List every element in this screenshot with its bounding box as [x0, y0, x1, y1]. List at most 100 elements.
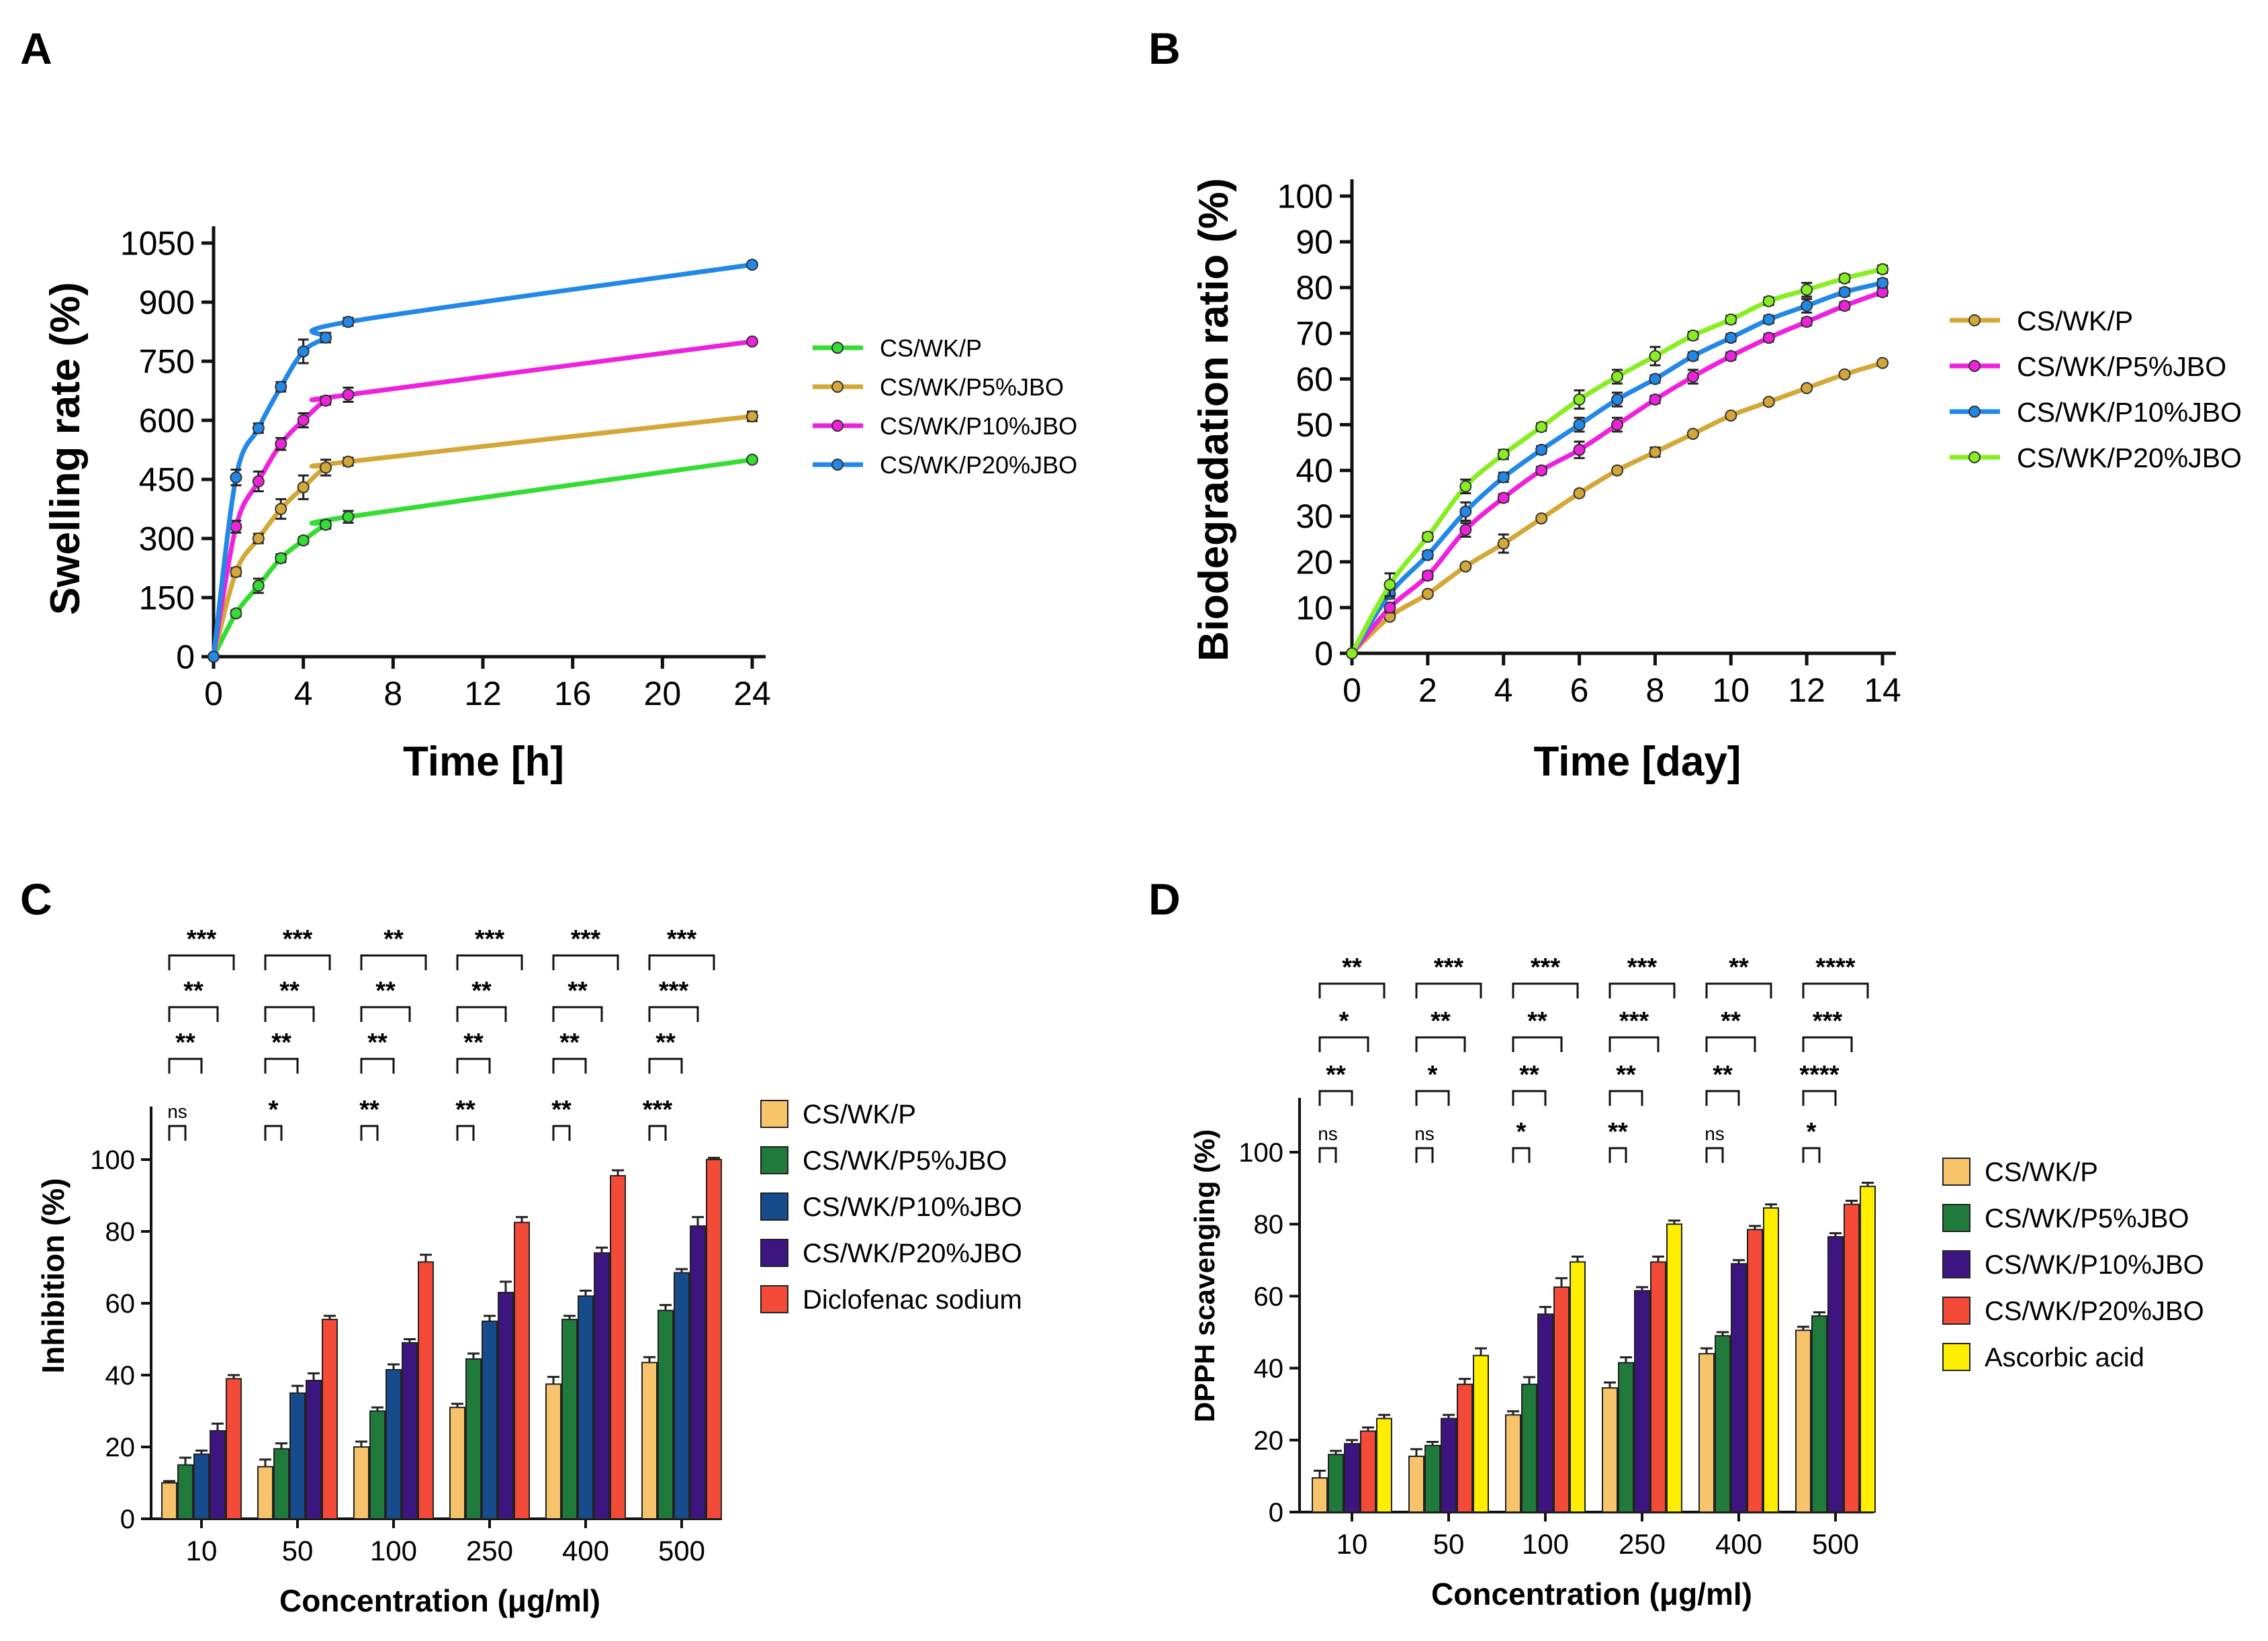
- panel-a-legend-label: CS/WK/P: [880, 334, 982, 362]
- panel-d-bar-cs-wk-p: [1312, 1477, 1328, 1513]
- panel-c-significance-bracket: [360, 1058, 395, 1074]
- panel-d-significance-bracket: [1415, 1147, 1434, 1163]
- panel-d-legend-swatch: [1942, 1204, 1970, 1232]
- panel-b-data-point: [1686, 428, 1699, 440]
- panel-b-y-tick-label: 60: [1296, 361, 1333, 398]
- panel-d-bar-cs-wk-p: [1602, 1387, 1618, 1513]
- panel-d-category-label: 100: [1522, 1528, 1569, 1560]
- panel-c-significance-bracket: [264, 954, 331, 970]
- panel-a-legend-marker: [831, 420, 844, 432]
- panel-b-data-point: [1686, 350, 1699, 363]
- panel-c-significance-bracket: [360, 954, 427, 970]
- panel-a-data-point: [252, 579, 265, 592]
- panel-d-category-label: 400: [1715, 1528, 1762, 1560]
- panel-b-data-point: [1384, 578, 1396, 591]
- panel-a-data-point: [746, 259, 758, 271]
- panel-b-data-point: [1497, 537, 1510, 550]
- panel-c-significance-bracket: [264, 1058, 299, 1074]
- panel-b-legend-marker: [1968, 451, 1981, 463]
- panel-c-bar-diclofenac-sodium: [514, 1221, 530, 1519]
- panel-a-y-tick-label: 150: [139, 579, 195, 617]
- panel-d-significance-label: **: [1721, 1007, 1741, 1035]
- panel-b-x-tick-label: 8: [1646, 671, 1665, 709]
- panel-c-significance-bracket: [264, 1125, 283, 1141]
- panel-c-significance-label: **: [279, 977, 300, 1005]
- panel-b-data-point: [1611, 393, 1623, 406]
- panel-label-a: A: [20, 24, 52, 73]
- panel-b-data-point: [1611, 418, 1623, 431]
- panel-b-y-tick-label: 0: [1314, 635, 1333, 673]
- panel-b-data-point: [1421, 588, 1434, 600]
- panel-d-significance-label: ***: [1813, 1007, 1843, 1035]
- panel-c-significance-bracket: [552, 1125, 571, 1141]
- panel-d-bar-cs-wk-p: [1408, 1455, 1424, 1513]
- panel-b-data-point: [1535, 512, 1548, 525]
- panel-d-legend-label: CS/WK/P: [1985, 1158, 2098, 1187]
- panel-b-legend-marker: [1968, 314, 1981, 326]
- panel-d-bar-cs-wk-p10-jbo: [1731, 1263, 1747, 1513]
- panel-b-data-point: [1838, 299, 1851, 312]
- panel-a-data-point: [230, 471, 242, 484]
- panel-c-legend-label: CS/WK/P: [803, 1100, 916, 1129]
- panel-b-x-tick-label: 12: [1788, 671, 1825, 709]
- panel-c-legend-swatch: [760, 1192, 788, 1221]
- panel-a-y-tick-label: 600: [139, 402, 195, 440]
- panel-d-bar-cs-wk-p20-jbo: [1360, 1430, 1376, 1513]
- panel-c-bar-cs-wk-p: [161, 1482, 177, 1519]
- panel-d-bar-cs-wk-p20-jbo: [1457, 1383, 1473, 1513]
- panel-c-significance-label: **: [375, 977, 396, 1005]
- panel-a-data-point: [320, 518, 332, 531]
- panel-c-category-label: 50: [282, 1535, 314, 1566]
- panel-c-significance-bracket: [552, 1058, 587, 1074]
- panel-b-data-point: [1649, 373, 1662, 385]
- panel-a-series-line-cs-wk-p20-jbo: [211, 262, 753, 657]
- panel-c-significance-bracket: [648, 1125, 667, 1141]
- panel-d-bar-cs-wk-p: [1505, 1414, 1521, 1513]
- panel-c-y-axis-title: Inhibition (%): [36, 1178, 71, 1373]
- panel-d-significance-label: **: [1713, 1061, 1733, 1089]
- panel-d-significance-label: ****: [1815, 953, 1855, 982]
- panel-d-significance-bracket: [1318, 982, 1386, 998]
- panel-d-significance-bracket: [1705, 982, 1772, 998]
- panel-b-data-point: [1762, 332, 1775, 344]
- panel-b-data-point: [1459, 505, 1472, 518]
- panel-d-significance-bracket: [1608, 982, 1676, 998]
- panel-b-data-point: [1497, 471, 1510, 483]
- panel-d-bar-cs-wk-p10-jbo: [1441, 1417, 1457, 1513]
- panel-b-y-tick-label: 10: [1296, 589, 1333, 626]
- panel-a-data-point: [230, 607, 242, 620]
- panel-b-data-point: [1535, 420, 1548, 433]
- panel-c-significance-label: **: [471, 977, 492, 1005]
- panel-c-significance-label: ***: [283, 925, 313, 953]
- panel-d-category-label: 10: [1336, 1528, 1368, 1560]
- panel-a-data-point: [252, 532, 265, 545]
- panel-a-legend-label: CS/WK/P20%JBO: [880, 451, 1077, 479]
- panel-c-significance-label: ***: [659, 977, 689, 1005]
- panel-c-bar-cs-wk-p10-jbo: [482, 1320, 498, 1519]
- panel-d-dpph-chart: 02040608010010*****ns50******ns100******…: [1238, 953, 2204, 1560]
- panel-c-bar-cs-wk-p: [353, 1446, 369, 1519]
- panel-a-y-tick-label: 300: [139, 520, 195, 558]
- panel-d-bar-cs-wk-p5-jbo: [1618, 1362, 1634, 1513]
- panel-c-significance-bracket: [648, 954, 715, 970]
- panel-c-significance-bracket: [168, 1125, 187, 1141]
- panel-d-significance-label: ns: [1705, 1123, 1725, 1144]
- panel-c-y-tick-label: 100: [90, 1145, 135, 1175]
- panel-b-x-tick-label: 10: [1712, 671, 1750, 709]
- panel-c-y-tick-label: 40: [105, 1361, 136, 1391]
- panel-b-data-point: [1573, 393, 1586, 406]
- panel-d-bar-cs-wk-p5-jbo: [1811, 1315, 1827, 1513]
- panel-b-data-point: [1611, 370, 1623, 383]
- panel-c-significance-bracket: [648, 1006, 699, 1022]
- panel-d-y-tick-label: 0: [1269, 1498, 1283, 1528]
- panel-d-significance-label: *: [1428, 1061, 1438, 1089]
- panel-a-data-point: [275, 552, 287, 565]
- panel-c-bar-cs-wk-p20-jbo: [306, 1380, 322, 1519]
- panel-a-x-tick-label: 0: [204, 675, 223, 712]
- panel-b-data-point: [1876, 357, 1889, 369]
- panel-a-y-tick-label: 0: [176, 639, 195, 676]
- panel-c-legend-swatch: [760, 1239, 788, 1267]
- panel-d-significance-label: ***: [1627, 953, 1658, 982]
- panel-d-category-label: 50: [1433, 1528, 1465, 1560]
